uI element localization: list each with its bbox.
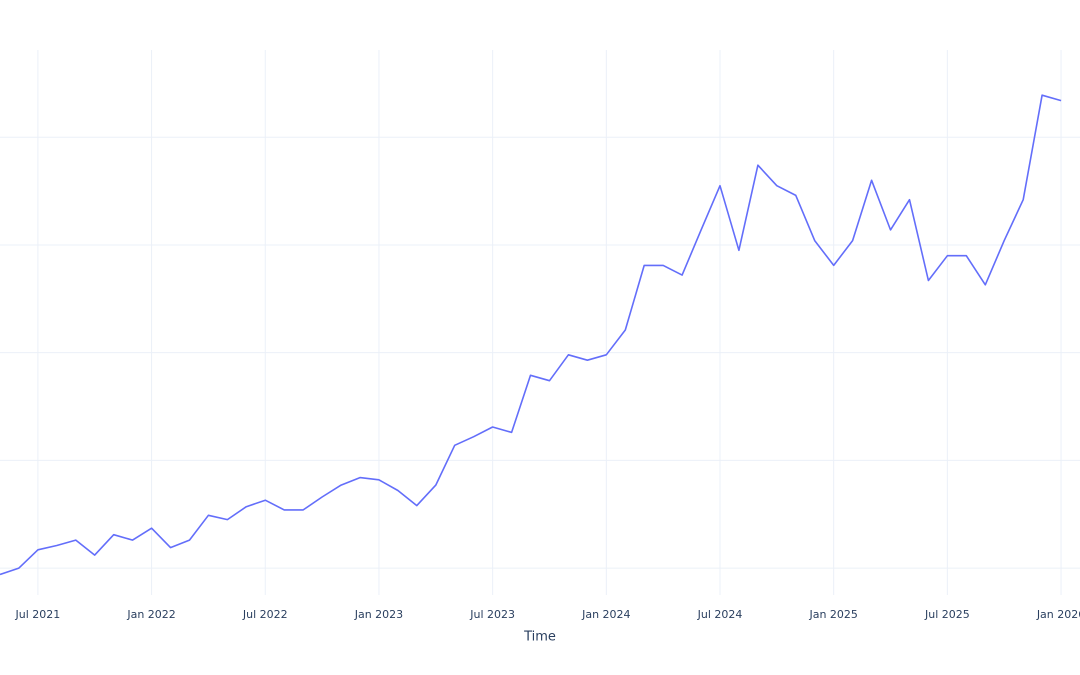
line-series <box>0 94 1062 576</box>
x-tick-label: Jan 2025 <box>808 608 857 621</box>
x-tick-label: Jan 2024 <box>581 608 630 621</box>
x-tick-label: Jul 2021 <box>15 608 61 621</box>
x-tick-label: Jul 2023 <box>469 608 515 621</box>
x-tick-label: Jan 2022 <box>126 608 175 621</box>
x-tick-label: Jul 2022 <box>242 608 288 621</box>
x-tick-label: Jul 2024 <box>697 608 743 621</box>
x-tick-label: Jan 2026 <box>1036 608 1080 621</box>
x-tick-label: Jul 2025 <box>924 608 970 621</box>
x-axis-title: Time <box>523 630 556 645</box>
x-tick-label: Jan 2023 <box>354 608 403 621</box>
